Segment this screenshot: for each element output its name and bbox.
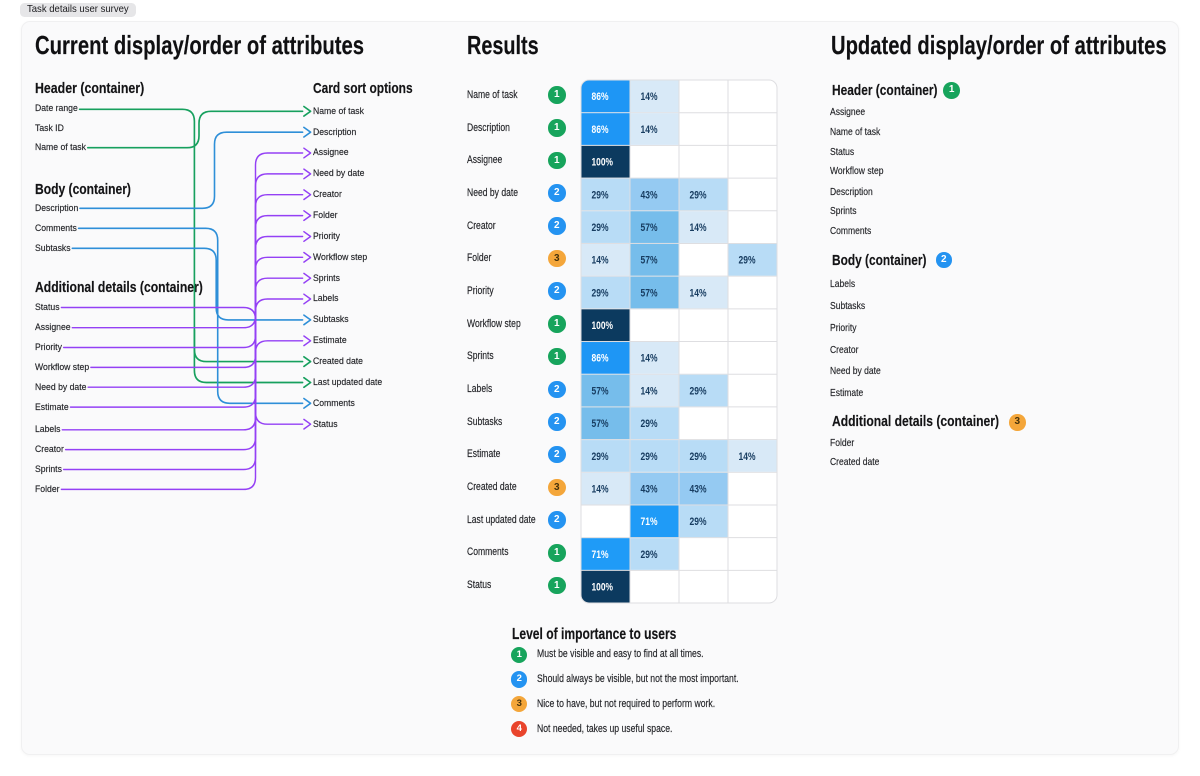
- svg-text:100%: 100%: [592, 581, 614, 593]
- svg-text:29%: 29%: [690, 189, 707, 201]
- svg-text:14%: 14%: [592, 483, 609, 495]
- svg-text:43%: 43%: [641, 483, 658, 495]
- svg-text:29%: 29%: [592, 189, 609, 201]
- svg-text:57%: 57%: [592, 418, 609, 430]
- svg-text:14%: 14%: [690, 287, 707, 299]
- svg-text:14%: 14%: [739, 450, 756, 462]
- svg-text:29%: 29%: [592, 450, 609, 462]
- svg-text:86%: 86%: [592, 91, 609, 103]
- svg-text:14%: 14%: [641, 124, 658, 136]
- svg-text:57%: 57%: [641, 287, 658, 299]
- svg-text:57%: 57%: [641, 254, 658, 266]
- svg-text:29%: 29%: [690, 450, 707, 462]
- svg-text:29%: 29%: [739, 254, 756, 266]
- svg-text:14%: 14%: [641, 352, 658, 364]
- svg-text:71%: 71%: [641, 516, 658, 528]
- svg-text:14%: 14%: [690, 222, 707, 234]
- svg-text:29%: 29%: [641, 450, 658, 462]
- svg-text:14%: 14%: [641, 91, 658, 103]
- svg-text:57%: 57%: [592, 385, 609, 397]
- svg-text:57%: 57%: [641, 222, 658, 234]
- svg-text:14%: 14%: [641, 385, 658, 397]
- svg-text:29%: 29%: [641, 549, 658, 561]
- svg-text:43%: 43%: [690, 483, 707, 495]
- svg-text:86%: 86%: [592, 352, 609, 364]
- svg-text:29%: 29%: [641, 418, 658, 430]
- svg-text:29%: 29%: [592, 222, 609, 234]
- svg-text:71%: 71%: [592, 549, 609, 561]
- svg-text:29%: 29%: [690, 516, 707, 528]
- svg-text:100%: 100%: [592, 320, 614, 332]
- svg-text:43%: 43%: [641, 189, 658, 201]
- svg-text:29%: 29%: [592, 287, 609, 299]
- svg-text:100%: 100%: [592, 156, 614, 168]
- svg-text:29%: 29%: [690, 385, 707, 397]
- svg-text:14%: 14%: [592, 254, 609, 266]
- svg-text:86%: 86%: [592, 124, 609, 136]
